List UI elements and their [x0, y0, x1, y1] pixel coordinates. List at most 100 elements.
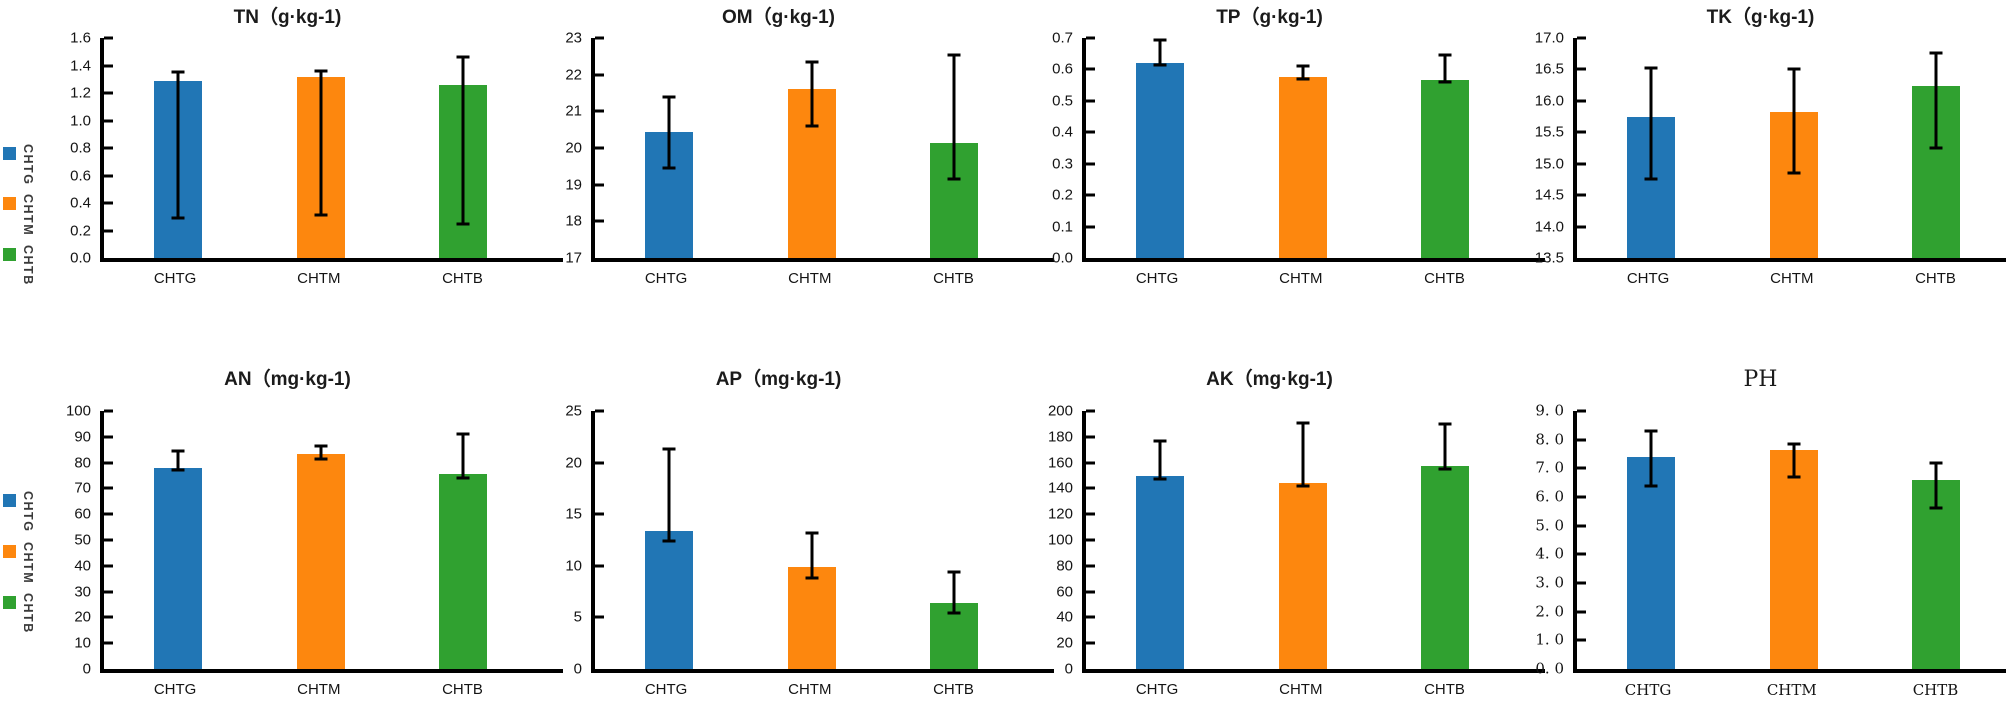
- y-tick-label: 100: [1047, 531, 1073, 549]
- plot-om: [591, 36, 1054, 262]
- y-tick-label: 20: [565, 139, 582, 157]
- y-tick-label: 1. 0: [1535, 630, 1564, 649]
- error-bar-cap: [1153, 439, 1167, 443]
- y-tick-mark: [1577, 409, 1586, 413]
- error-bar-cap: [1929, 506, 1943, 510]
- error-bar: [667, 96, 671, 169]
- y-tick-mark: [595, 409, 604, 413]
- legend-item-chtm: CHTM: [3, 194, 42, 236]
- y-tick-mark: [104, 409, 113, 413]
- legend-label: CHTB: [21, 592, 35, 634]
- error-bar: [1301, 422, 1305, 486]
- y-tick-label: 22: [565, 66, 582, 84]
- x-category-label: CHTG: [644, 270, 688, 287]
- legend-item-chtb: CHTB: [3, 593, 42, 634]
- y-tick-mark: [1086, 225, 1095, 229]
- error-bar: [810, 532, 814, 579]
- error-bar: [1934, 53, 1938, 148]
- legend-item-chtg: CHTG: [3, 144, 42, 185]
- y-tick-mark: [1086, 435, 1095, 439]
- error-bar: [667, 449, 671, 542]
- y-tick-mark: [1086, 615, 1095, 619]
- chart-tk: TK（g·kg-1) 13.5 14.0 14.5 15.0 15.5 16.0 16.5 17…: [1515, 0, 2006, 360]
- y-tick-label: 16.0: [1534, 92, 1564, 110]
- x-category-label: CHTG: [153, 270, 197, 287]
- y-tick-label: 1.4: [70, 57, 91, 74]
- y-tick-label: 16.5: [1534, 60, 1564, 78]
- x-axis-labels: CHTG CHTM CHTB: [100, 270, 529, 294]
- plot-area-an: 0 10 20 30 40 50 60 70 80 90 100: [42, 404, 563, 677]
- y-tick-mark: [1577, 99, 1586, 103]
- error-bar-cap: [1929, 146, 1943, 150]
- y-tick-label: 5. 0: [1535, 516, 1564, 535]
- y-tick-label: 2. 0: [1535, 602, 1564, 621]
- chart-om: OM（g·kg-1) 17 18 19 20 21 22 23 CHTG CHTM CHTB: [533, 0, 1054, 360]
- y-tick-label: 80: [74, 454, 91, 472]
- error-bar-cap: [947, 570, 961, 574]
- y-tick-label: 70: [74, 479, 91, 497]
- error-bar-cap: [1787, 171, 1801, 175]
- y-tick-label: 0.4: [70, 194, 91, 212]
- error-bar: [319, 71, 323, 216]
- y-tick-mark: [1086, 67, 1095, 71]
- y-tick-mark: [1086, 409, 1095, 413]
- plot-area-tp: 0.0 0.1 0.2 0.3 0.4 0.5 0.6 0.7: [1024, 31, 1545, 266]
- error-bar-cap: [1153, 38, 1167, 42]
- legend-item-chtb: CHTB: [3, 245, 42, 286]
- x-axis-labels: CHTG CHTM CHTB: [1082, 270, 1511, 294]
- y-tick-label: 140: [1047, 479, 1073, 497]
- y-tick-label: 0: [82, 660, 91, 678]
- y-axis-labels: 17 18 19 20 21 22 23: [533, 31, 591, 266]
- error-bar-cap: [662, 95, 676, 99]
- error-bar-cap: [1644, 177, 1658, 181]
- y-tick-label: 13.5: [1534, 249, 1564, 267]
- y-tick-label: 1.2: [70, 84, 91, 102]
- bar-chtb: [1421, 80, 1470, 258]
- y-tick-label: 19: [565, 176, 582, 194]
- error-bar-cap: [314, 457, 328, 461]
- y-tick-mark: [595, 512, 604, 516]
- error-bar-cap: [947, 53, 961, 56]
- x-category-label: CHTB: [1915, 270, 1956, 287]
- y-tick-label: 15.5: [1534, 123, 1564, 141]
- legend-swatch-chtg-icon: [3, 494, 16, 508]
- error-bar: [810, 61, 814, 126]
- error-bar: [1158, 440, 1162, 480]
- y-tick-mark: [595, 73, 604, 77]
- chart-title-tk: TK（g·kg-1): [1706, 7, 1815, 28]
- error-bar: [461, 57, 465, 224]
- chart-an: AN（mg·kg-1) 0 10 20 30 40 50 60 70 80 90 100 CHTG CHT…: [42, 360, 563, 725]
- y-tick-label: 0.7: [1052, 29, 1073, 47]
- bar-chtg: [1136, 475, 1185, 669]
- y-tick-mark: [1577, 130, 1586, 134]
- plot-ph: [1573, 409, 2006, 673]
- chart-row-1: CHTG CHTM CHTB TN（g·kg-1) 0.0 0.2 0.4 0.6 0.8 1.0…: [0, 0, 2006, 360]
- y-tick-mark: [1086, 641, 1095, 645]
- error-bar-cap: [1296, 421, 1310, 425]
- plot-ak: [1082, 409, 1545, 673]
- y-axis-labels: 0 20 40 60 80 100 120 140 160 180 200: [1024, 404, 1082, 677]
- x-axis-labels: CHTG CHTM CHTB: [591, 270, 1020, 294]
- bar-chtm: [787, 566, 836, 669]
- error-bar: [1443, 423, 1447, 470]
- y-tick-mark: [104, 615, 113, 619]
- y-tick-label: 30: [74, 583, 91, 601]
- error-bar-cap: [314, 213, 328, 217]
- error-bar-cap: [1787, 475, 1801, 479]
- error-bar: [1158, 39, 1162, 65]
- x-category-label: CHTM: [1279, 270, 1323, 287]
- legend: CHTG CHTM CHTB: [3, 144, 42, 286]
- x-category-label: CHTG: [1624, 681, 1672, 699]
- y-tick-mark: [1086, 193, 1095, 197]
- y-tick-label: 20: [1056, 634, 1073, 652]
- error-bar-cap: [805, 531, 819, 535]
- legend-column-row1: CHTG CHTM CHTB: [0, 0, 42, 360]
- bar-chtb: [1912, 479, 1961, 669]
- y-tick-label: 1.0: [70, 112, 91, 129]
- legend-item-chtm: CHTM: [3, 542, 42, 584]
- y-tick-label: 1.6: [70, 29, 91, 47]
- error-bar: [1792, 443, 1796, 477]
- y-tick-label: 40: [74, 557, 91, 575]
- y-tick-mark: [595, 219, 604, 223]
- x-axis-labels: CHTG CHTM CHTB: [591, 681, 1020, 705]
